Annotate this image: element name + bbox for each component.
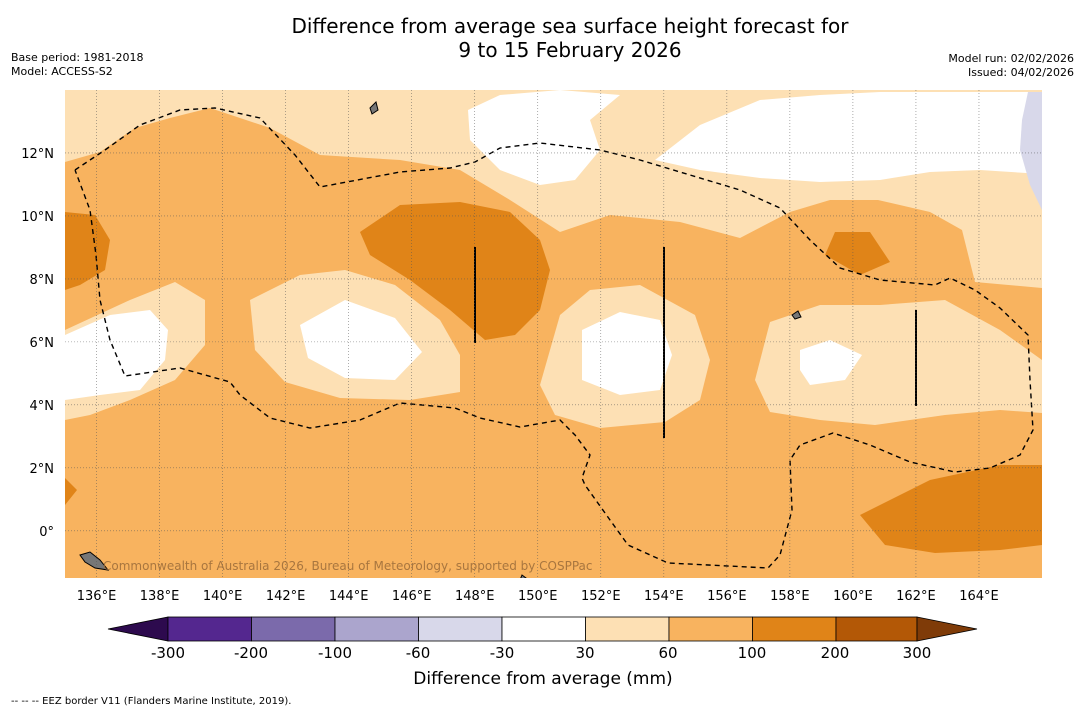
lon-tick-label: 154°E bbox=[644, 589, 684, 604]
colorbar-label: -300 bbox=[150, 644, 186, 662]
colorbar-label: 30 bbox=[575, 644, 595, 662]
colorbar-bin bbox=[501, 616, 586, 642]
lat-tick-label: 6°N bbox=[30, 336, 55, 351]
metadata-left: Base period: 1981-2018 Model: ACCESS-S2 bbox=[11, 51, 143, 79]
legend-footnote: -- -- -- EEZ border V11 (Flanders Marine… bbox=[11, 696, 292, 707]
metadata-right: Model run: 02/02/2026 Issued: 04/02/2026 bbox=[948, 52, 1074, 80]
colorbar-label: 300 bbox=[902, 644, 932, 662]
island-marker bbox=[520, 574, 527, 578]
colorbar-bin bbox=[251, 616, 336, 642]
model-run: Model run: 02/02/2026 bbox=[948, 52, 1074, 65]
anomaly-neutral-fareast bbox=[800, 340, 862, 385]
colorbar-extend-high bbox=[916, 616, 978, 642]
lon-tick-label: 158°E bbox=[770, 589, 810, 604]
lat-tick-label: 4°N bbox=[30, 399, 55, 414]
colorbar-label: 200 bbox=[820, 644, 850, 662]
gridlines bbox=[65, 90, 1042, 578]
island-marker bbox=[791, 310, 802, 320]
colorbar-label: -30 bbox=[489, 644, 515, 662]
lon-tick-label: 136°E bbox=[77, 589, 117, 604]
anomaly-high-west bbox=[65, 212, 110, 290]
lon-tick-label: 146°E bbox=[392, 589, 432, 604]
anomaly-neutral-topright bbox=[655, 92, 1042, 182]
lon-tick-label: 148°E bbox=[455, 589, 495, 604]
lon-tick-label: 150°E bbox=[518, 589, 558, 604]
lon-tick-label: 144°E bbox=[329, 589, 369, 604]
anomaly-negative-east-edge bbox=[1020, 92, 1042, 210]
lat-tick-label: 8°N bbox=[30, 273, 55, 288]
lon-tick-label: 162°E bbox=[896, 589, 936, 604]
colorbar-label: -100 bbox=[317, 644, 353, 662]
lon-tick-label: 142°E bbox=[266, 589, 306, 604]
colorbar-label: -60 bbox=[405, 644, 431, 662]
colorbar-bin bbox=[585, 616, 670, 642]
model-name: Model: ACCESS-S2 bbox=[11, 65, 113, 78]
island-marker bbox=[369, 101, 379, 115]
colorbar bbox=[107, 616, 978, 642]
lon-tick-label: 156°E bbox=[707, 589, 747, 604]
colorbar-bin bbox=[668, 616, 753, 642]
colorbar-bin bbox=[167, 616, 252, 642]
colorbar-bin bbox=[334, 616, 419, 642]
title-line-2: 9 to 15 February 2026 bbox=[458, 38, 682, 62]
latitude-axis: 12°N 10°N 8°N 6°N 4°N 2°N 0° bbox=[21, 147, 54, 540]
anomaly-high-center bbox=[360, 202, 550, 340]
lat-tick-label: 12°N bbox=[21, 147, 54, 162]
lon-tick-label: 164°E bbox=[959, 589, 999, 604]
island-marker bbox=[79, 551, 110, 571]
copyright-notice: Commonwealth of Australia 2026, Bureau o… bbox=[103, 559, 593, 573]
anomaly-high-southwest bbox=[65, 478, 77, 505]
colorbar-extend-low bbox=[107, 616, 169, 642]
map-plot-area: Commonwealth of Australia 2026, Bureau o… bbox=[65, 90, 1042, 578]
colorbar-label: -200 bbox=[233, 644, 269, 662]
colorbar-title: Difference from average (mm) bbox=[413, 669, 673, 689]
colorbar-bin bbox=[752, 616, 837, 642]
longitude-axis: 136°E 138°E 140°E 142°E 144°E 146°E 148°E 150°E… bbox=[77, 589, 999, 604]
colorbar-label: 60 bbox=[658, 644, 678, 662]
colorbar-label: 100 bbox=[737, 644, 767, 662]
issued-date: Issued: 04/02/2026 bbox=[967, 66, 1074, 79]
base-period: Base period: 1981-2018 bbox=[11, 51, 144, 64]
lon-tick-label: 138°E bbox=[140, 589, 180, 604]
lon-tick-label: 140°E bbox=[203, 589, 243, 604]
anomaly-ring-fareast-30-60 bbox=[755, 300, 1042, 425]
lat-tick-label: 2°N bbox=[30, 462, 55, 477]
colorbar-bin bbox=[418, 616, 503, 642]
lon-tick-label: 160°E bbox=[833, 589, 873, 604]
anomaly-neutral-top bbox=[468, 90, 620, 185]
colorbar-bin bbox=[835, 616, 918, 642]
anomaly-high-northeast bbox=[825, 232, 890, 275]
lat-tick-label: 10°N bbox=[21, 210, 54, 225]
lat-tick-label: 0° bbox=[39, 525, 54, 540]
eez-border bbox=[74, 107, 1034, 569]
chart-title: Difference from average sea surface heig… bbox=[0, 14, 1085, 62]
title-line-1: Difference from average sea surface heig… bbox=[291, 14, 849, 38]
anomaly-neutral-center bbox=[300, 300, 422, 380]
lon-tick-label: 152°E bbox=[581, 589, 621, 604]
anomaly-neutral-east bbox=[582, 312, 672, 395]
